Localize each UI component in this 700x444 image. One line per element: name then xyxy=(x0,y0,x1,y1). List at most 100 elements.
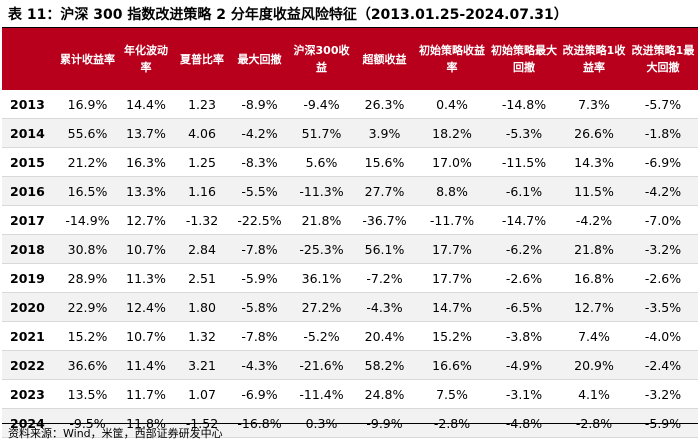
value-cell: -6.5% xyxy=(488,292,560,322)
value-cell: 11.7% xyxy=(117,379,175,409)
year-cell: 2019 xyxy=(2,263,58,293)
table-row: 2020 22.9% 12.4% 1.80 -5.8% 27.2% -4.3% 14.7% -6… xyxy=(2,292,698,322)
header-cell: 沪深300收益 xyxy=(290,28,353,90)
value-cell: -4.2% xyxy=(560,205,628,235)
value-cell: -6.9% xyxy=(229,379,290,409)
value-cell: 4.06 xyxy=(175,118,229,148)
value-cell: 16.8% xyxy=(560,263,628,293)
value-cell: 15.2% xyxy=(58,321,117,351)
table-row: 2014 55.6% 13.7% 4.06 -4.2% 51.7% 3.9% 18.2% -5.… xyxy=(2,118,698,148)
value-cell: -22.5% xyxy=(229,205,290,235)
value-cell: 20.4% xyxy=(353,321,416,351)
value-cell: 13.7% xyxy=(117,118,175,148)
title-divider xyxy=(2,27,698,28)
value-cell: 3.21 xyxy=(175,350,229,380)
year-cell: 2016 xyxy=(2,176,58,206)
value-cell: 27.2% xyxy=(290,292,353,322)
header-cell: 年化波动率 xyxy=(117,28,175,90)
value-cell: 15.6% xyxy=(353,147,416,177)
header-cell xyxy=(2,28,58,90)
value-cell: -4.2% xyxy=(229,118,290,148)
value-cell: -14.9% xyxy=(58,205,117,235)
header-cell: 初始策略最大回撤 xyxy=(488,28,560,90)
value-cell: 16.6% xyxy=(416,350,488,380)
value-cell: 55.6% xyxy=(58,118,117,148)
value-cell: 56.1% xyxy=(353,234,416,264)
header-row: 累计收益率 年化波动率 夏普比率 最大回撤 沪深300收益 超额收益 初始策略收… xyxy=(2,28,698,90)
value-cell: -2.6% xyxy=(628,263,698,293)
value-cell: 14.7% xyxy=(416,292,488,322)
table-title: 表 11：沪深 300 指数改进策略 2 分年度收益风险特征（2013.01.2… xyxy=(8,7,568,23)
value-cell: -5.7% xyxy=(628,90,698,119)
value-cell: 16.5% xyxy=(58,176,117,206)
value-cell: -2.4% xyxy=(628,350,698,380)
value-cell: 7.5% xyxy=(416,379,488,409)
table-row: 2015 21.2% 16.3% 1.25 -8.3% 5.6% 15.6% 17.0% -11… xyxy=(2,147,698,177)
value-cell: 20.9% xyxy=(560,350,628,380)
table-row: 2023 13.5% 11.7% 1.07 -6.9% -11.4% 24.8% 7.5% -3… xyxy=(2,379,698,409)
value-cell: 2.84 xyxy=(175,234,229,264)
value-cell: 0.4% xyxy=(416,90,488,119)
value-cell: 21.2% xyxy=(58,147,117,177)
table-row: 2018 30.8% 10.7% 2.84 -7.8% -25.3% 56.1% 17.7% -… xyxy=(2,234,698,264)
table-row: 2013 16.9% 14.4% 1.23 -8.9% -9.4% 26.3% 0.4% -14… xyxy=(2,90,698,119)
value-cell: 4.1% xyxy=(560,379,628,409)
year-cell: 2022 xyxy=(2,350,58,380)
value-cell: -4.9% xyxy=(488,350,560,380)
header-cell: 夏普比率 xyxy=(175,28,229,90)
year-cell: 2018 xyxy=(2,234,58,264)
value-cell: -3.2% xyxy=(628,379,698,409)
year-cell: 2020 xyxy=(2,292,58,322)
value-cell: 1.80 xyxy=(175,292,229,322)
value-cell: -1.32 xyxy=(175,205,229,235)
table-body: 2013 16.9% 14.4% 1.23 -8.9% -9.4% 26.3% 0.4% -14… xyxy=(2,90,698,438)
value-cell: 14.3% xyxy=(560,147,628,177)
header-cell: 超额收益 xyxy=(353,28,416,90)
header-cell: 累计收益率 xyxy=(58,28,117,90)
value-cell: 12.7% xyxy=(117,205,175,235)
value-cell: 11.3% xyxy=(117,263,175,293)
value-cell: 1.16 xyxy=(175,176,229,206)
value-cell: -36.7% xyxy=(353,205,416,235)
value-cell: -11.5% xyxy=(488,147,560,177)
value-cell: -5.9% xyxy=(229,263,290,293)
value-cell: 27.7% xyxy=(353,176,416,206)
value-cell: -1.8% xyxy=(628,118,698,148)
value-cell: -6.2% xyxy=(488,234,560,264)
value-cell: -4.3% xyxy=(353,292,416,322)
value-cell: 36.1% xyxy=(290,263,353,293)
value-cell: -5.2% xyxy=(290,321,353,351)
value-cell: 13.3% xyxy=(117,176,175,206)
value-cell: 18.2% xyxy=(416,118,488,148)
value-cell: 11.5% xyxy=(560,176,628,206)
value-cell: -14.8% xyxy=(488,90,560,119)
year-cell: 2013 xyxy=(2,90,58,119)
value-cell: -3.1% xyxy=(488,379,560,409)
value-cell: -2.6% xyxy=(488,263,560,293)
source-note: 资料来源：Wind，米筐，西部证券研发中心 xyxy=(8,427,223,440)
value-cell: -4.3% xyxy=(229,350,290,380)
value-cell: 16.9% xyxy=(58,90,117,119)
value-cell: 7.3% xyxy=(560,90,628,119)
year-cell: 2017 xyxy=(2,205,58,235)
value-cell: -7.2% xyxy=(353,263,416,293)
value-cell: -3.2% xyxy=(628,234,698,264)
value-cell: 1.32 xyxy=(175,321,229,351)
value-cell: 17.0% xyxy=(416,147,488,177)
value-cell: 26.6% xyxy=(560,118,628,148)
value-cell: 17.7% xyxy=(416,263,488,293)
value-cell: 1.25 xyxy=(175,147,229,177)
table-row: 2019 28.9% 11.3% 2.51 -5.9% 36.1% -7.2% 17.7% -2… xyxy=(2,263,698,293)
value-cell: 2.51 xyxy=(175,263,229,293)
year-cell: 2015 xyxy=(2,147,58,177)
value-cell: -14.7% xyxy=(488,205,560,235)
header-cell: 初始策略收益率 xyxy=(416,28,488,90)
value-cell: 7.4% xyxy=(560,321,628,351)
value-cell: 3.9% xyxy=(353,118,416,148)
value-cell: -8.9% xyxy=(229,90,290,119)
value-cell: 26.3% xyxy=(353,90,416,119)
value-cell: -5.5% xyxy=(229,176,290,206)
source-divider xyxy=(2,423,698,424)
value-cell: -5.8% xyxy=(229,292,290,322)
value-cell: 22.9% xyxy=(58,292,117,322)
